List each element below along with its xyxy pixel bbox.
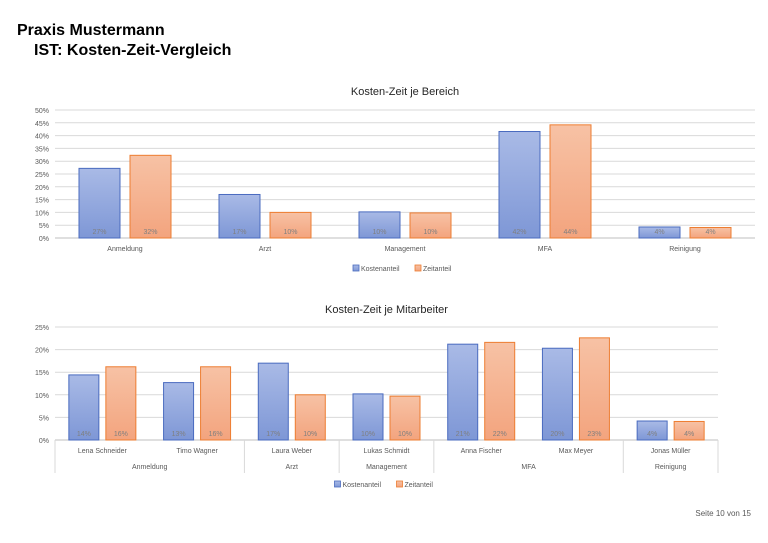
y-tick-label: 15% [35,370,49,377]
data-label: 10% [361,431,375,438]
y-tick-label: 10% [35,393,49,400]
bar-zeitanteil [294,394,326,441]
bar-zeitanteil [549,124,592,239]
chart-title: Kosten-Zeit je Bereich [351,86,459,98]
data-label: 14% [77,431,91,438]
bar-zeitanteil [105,366,137,441]
legend-swatch [414,264,422,272]
data-label: 17% [232,229,246,236]
y-tick-label: 0% [39,438,49,445]
data-label: 13% [172,431,186,438]
y-tick-label: 45% [35,121,49,128]
y-tick-label: 30% [35,159,49,166]
report-subtitle: IST: Kosten-Zeit-Vergleich [34,42,232,59]
y-tick-label: 20% [35,185,49,192]
data-label: 20% [550,431,564,438]
bar-kostenanteil [636,420,668,441]
x-category-label: Lena Schneider [78,448,128,455]
bar-kostenanteil [257,362,289,441]
bar-kostenanteil [447,343,479,441]
x-group-label: Management [366,464,407,471]
x-category-label: Reinigung [669,246,701,253]
data-label: 4% [654,229,664,236]
data-label: 17% [266,431,280,438]
y-tick-label: 35% [35,146,49,153]
data-label: 10% [303,431,317,438]
x-category-label: Anna Fischer [461,448,503,455]
x-group-label: Arzt [286,464,299,471]
data-label: 4% [647,431,657,438]
bar-zeitanteil [269,211,312,239]
y-tick-label: 15% [35,198,49,205]
y-tick-label: 25% [35,325,49,332]
x-category-label: Anmeldung [107,246,143,253]
legend-swatch [334,480,341,488]
bar-kostenanteil [541,347,573,441]
legend-swatch [352,264,360,272]
x-category-label: MFA [538,246,553,253]
legend-swatch [396,480,403,488]
legend-label: Zeitanteil [423,266,452,273]
bar-kostenanteil [358,211,401,239]
y-tick-label: 20% [35,348,49,355]
bar-zeitanteil [409,212,452,239]
bar-kostenanteil [638,226,681,239]
bar-zeitanteil [484,341,516,441]
x-group-label: MFA [521,464,536,471]
bar-zeitanteil [673,420,705,441]
x-group-label: Anmeldung [132,464,168,471]
y-tick-label: 50% [35,108,49,115]
chart-title: Kosten-Zeit je Mitarbeiter [325,304,448,316]
y-tick-label: 25% [35,172,49,179]
bar-kostenanteil [163,382,195,441]
x-category-label: Arzt [259,246,272,253]
legend-label: Zeitanteil [405,482,434,489]
bar-zeitanteil [689,227,732,239]
data-label: 10% [423,229,437,236]
y-tick-label: 40% [35,134,49,141]
bar-zeitanteil [200,366,232,441]
x-category-label: Laura Weber [272,448,313,455]
x-category-label: Jonas Müller [651,448,691,455]
data-label: 22% [493,431,507,438]
data-label: 32% [143,229,157,236]
data-label: 10% [372,229,386,236]
data-label: 4% [684,431,694,438]
bar-zeitanteil [129,154,172,239]
legend-label: Kostenanteil [361,266,400,273]
y-tick-label: 5% [39,223,49,230]
bar-zeitanteil [578,337,610,441]
data-label: 44% [563,229,577,236]
data-label: 16% [209,431,223,438]
bar-kostenanteil [352,393,384,441]
data-label: 10% [283,229,297,236]
page-number: Seite 10 von 15 [695,509,751,518]
bar-kostenanteil [68,374,100,441]
bar-kostenanteil [218,193,261,239]
x-category-label: Lukas Schmidt [364,448,410,455]
data-label: 23% [587,431,601,438]
data-label: 4% [705,229,715,236]
bar-kostenanteil [498,131,541,239]
data-label: 21% [456,431,470,438]
x-category-label: Management [385,246,426,253]
x-category-label: Timo Wagner [176,448,218,455]
y-tick-label: 5% [39,415,49,422]
bar-zeitanteil [389,395,421,441]
bar-kostenanteil [78,167,121,239]
report-title: Praxis Mustermann [17,22,165,39]
data-label: 10% [398,431,412,438]
x-group-label: Reinigung [655,464,687,471]
y-tick-label: 0% [39,236,49,243]
legend-label: Kostenanteil [343,482,382,489]
y-tick-label: 10% [35,210,49,217]
data-label: 27% [92,229,106,236]
data-label: 16% [114,431,128,438]
x-category-label: Max Meyer [559,448,594,455]
data-label: 42% [512,229,526,236]
